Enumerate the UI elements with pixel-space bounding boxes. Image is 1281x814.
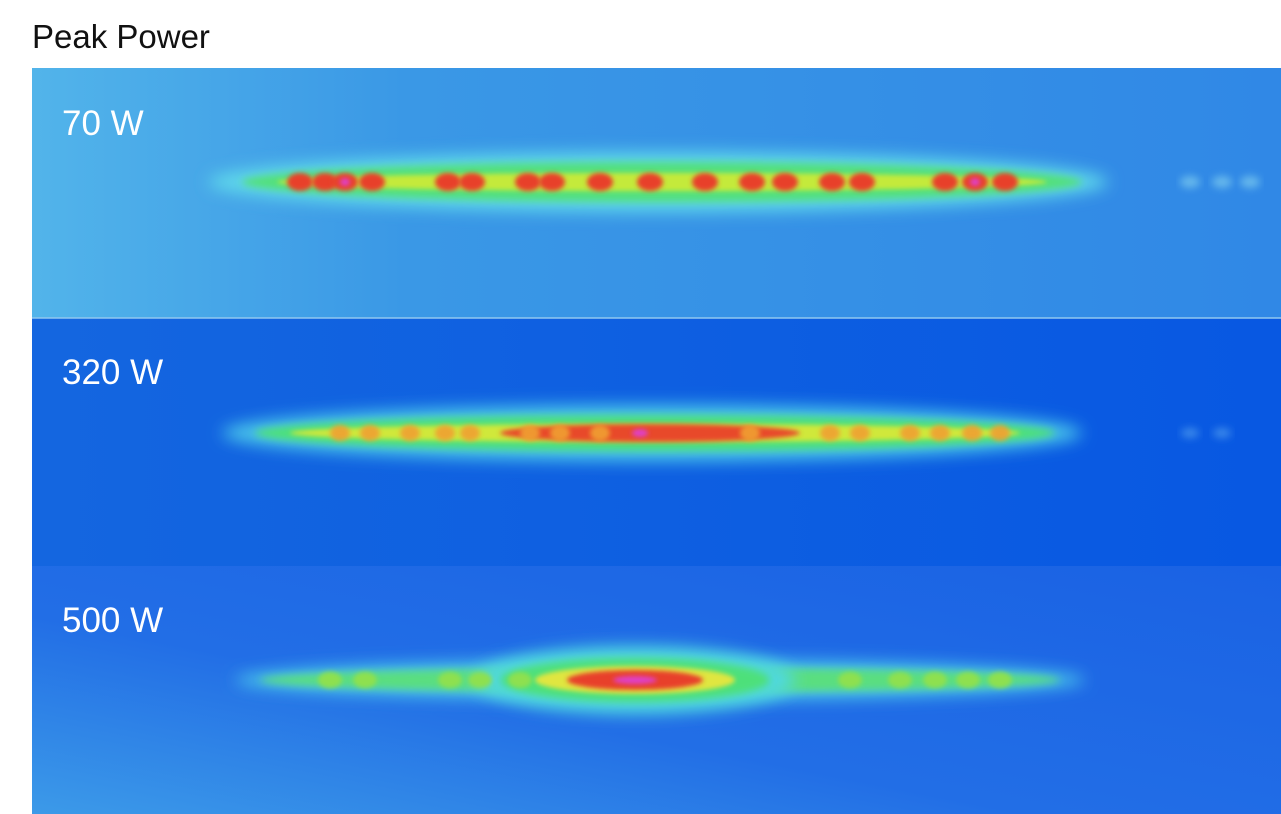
glow [740,425,760,441]
glow [318,672,342,688]
glow [632,429,648,437]
glow [587,173,613,191]
glow [849,173,875,191]
glow [990,425,1010,441]
glow [739,173,765,191]
glow [438,672,462,688]
glow [539,173,565,191]
glow [819,173,845,191]
page: Peak Power 70 W 320 W 500 W (() => { con… [0,0,1281,814]
glow [988,672,1012,688]
glow [930,425,950,441]
glow [772,173,798,191]
glow [400,425,420,441]
glow [888,672,912,688]
panel-label: 500 W [62,601,163,640]
figure-title: Peak Power [32,18,210,55]
figure: Peak Power 70 W 320 W 500 W [0,0,1281,814]
glow [1212,176,1232,188]
glow [435,425,455,441]
glow [992,173,1018,191]
glow [923,672,947,688]
glow [468,672,492,688]
panel-label: 320 W [62,353,163,392]
glow [820,425,840,441]
glow [838,672,862,688]
glow [435,173,461,191]
glow [460,425,480,441]
glow [340,178,350,186]
glow [550,425,570,441]
glow [850,425,870,441]
glow [330,425,350,441]
glow [459,173,485,191]
glow [508,672,532,688]
glow [359,173,385,191]
glow [932,173,958,191]
glow [590,425,610,441]
glow [1213,428,1231,438]
glow [962,425,982,441]
glow [956,672,980,688]
glow [692,173,718,191]
glow [970,178,980,186]
glow [1180,176,1200,188]
glow [613,676,657,684]
glow [520,425,540,441]
glow [287,173,313,191]
glow [1181,428,1199,438]
glow [900,425,920,441]
glow [353,672,377,688]
glow [1240,176,1260,188]
glow [515,173,541,191]
glow [637,173,663,191]
glow [360,425,380,441]
panel-label: 70 W [62,104,144,143]
